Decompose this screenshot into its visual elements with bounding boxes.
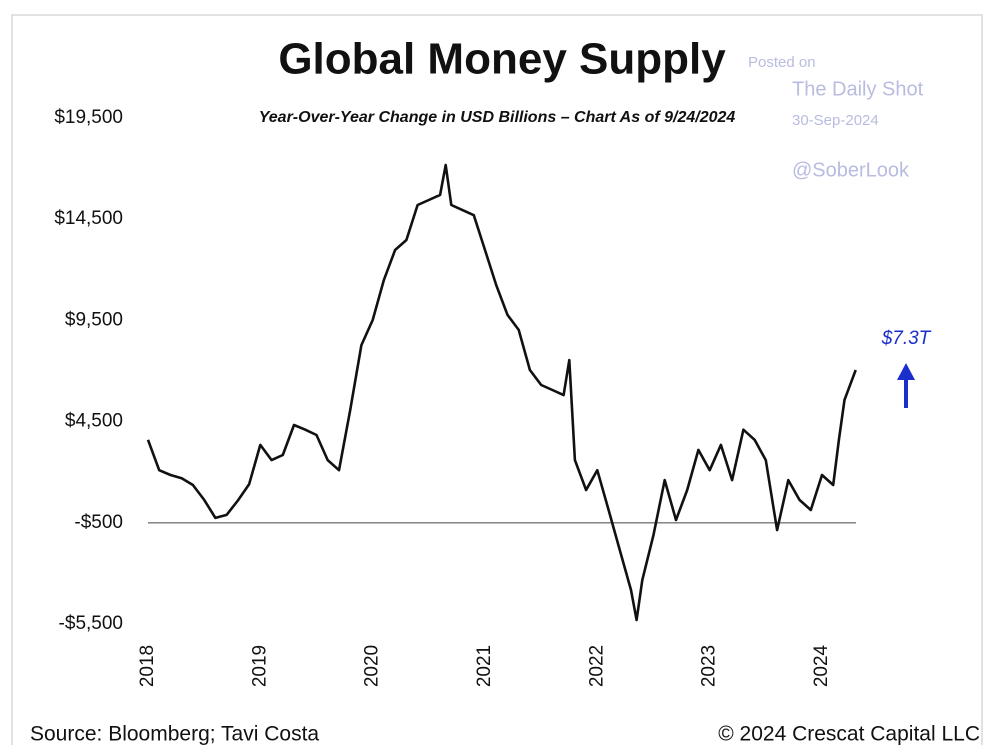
x-tick-label: 2021 (474, 645, 495, 687)
x-tick-label: 2018 (137, 645, 158, 687)
watermark: @SoberLook (792, 159, 910, 181)
y-tick-label: -$5,500 (59, 613, 123, 634)
y-tick-label: $19,500 (54, 107, 123, 128)
copyright: © 2024 Crescat Capital LLC (718, 723, 980, 745)
y-tick-label: $14,500 (54, 208, 123, 229)
y-tick-label: $9,500 (65, 309, 123, 330)
data-line (146, 163, 857, 622)
annotation: $7.3T (881, 328, 932, 349)
x-tick-label: 2023 (699, 645, 720, 687)
watermark: 30-Sep-2024 (792, 112, 879, 129)
y-tick-label: -$500 (74, 512, 123, 533)
annotation-arrow (897, 363, 915, 408)
x-tick-label: 2019 (249, 645, 270, 687)
x-tick-label: 2024 (811, 644, 832, 687)
watermark: Posted on (748, 54, 816, 71)
watermark: The Daily Shot (792, 78, 924, 100)
x-tick-label: 2022 (586, 645, 607, 687)
y-tick-label: $4,500 (65, 411, 123, 432)
arrow-head (897, 363, 915, 380)
x-tick-label: 2020 (362, 645, 383, 687)
frame (11, 14, 983, 750)
chart-title: Global Money Supply (278, 35, 726, 84)
source: Source: Bloomberg; Tavi Costa (30, 723, 319, 745)
chart-subtitle: Year-Over-Year Change in USD Billions – … (259, 109, 736, 126)
